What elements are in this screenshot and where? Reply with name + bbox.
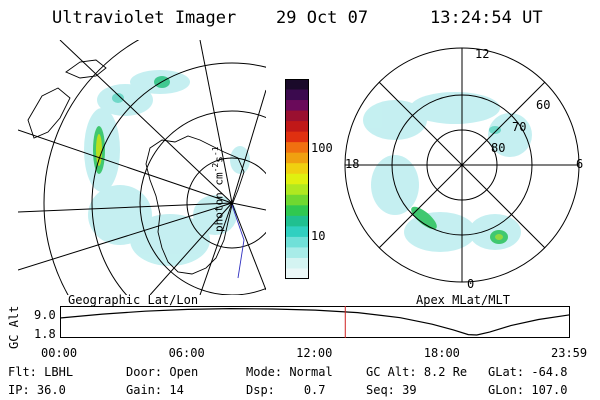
altitude-ytick-1-8: 1.8	[34, 327, 56, 341]
colorbar-segment	[285, 247, 309, 259]
info-seq: Seq: 39	[366, 384, 417, 396]
info-gain-label: Gain:	[126, 383, 163, 397]
colorbar-tick-10: 10	[311, 229, 326, 243]
info-seq-value: 39	[402, 383, 417, 397]
info-glon: GLon: 107.0	[488, 384, 567, 396]
altitude-plot-frame	[60, 306, 570, 338]
colorbar-segment	[285, 173, 309, 185]
altitude-ytick-9: 9.0	[34, 308, 56, 322]
info-ip-label: IP:	[8, 383, 30, 397]
info-flt: Flt: LBHL	[8, 366, 73, 378]
info-mode-value: Normal	[289, 365, 333, 379]
info-flt-value: LBHL	[44, 365, 74, 379]
info-gc-alt-value: 8.2 Re	[423, 365, 468, 379]
colorbar-segment	[285, 100, 309, 112]
info-gc-alt: GC Alt: 8.2 Re	[366, 366, 467, 378]
altitude-plot	[59, 306, 570, 338]
info-glon-label: GLon:	[488, 383, 525, 397]
mlt-label-12: 12	[475, 47, 490, 61]
instrument-title: Ultraviolet Imager	[52, 8, 237, 28]
info-dsp: Dsp: 0.7	[246, 384, 326, 396]
altitude-xtick: 12:00	[296, 346, 333, 360]
info-glat-value: -64.8	[531, 365, 568, 379]
right-panel-label: Apex MLat/MLT	[416, 293, 510, 307]
colorbar-segment	[285, 226, 309, 238]
colorbar-segment	[285, 215, 309, 227]
info-glat-label: GLat:	[488, 365, 525, 379]
left-panel-label: Geographic Lat/Lon	[68, 293, 199, 307]
altitude-ylabel: GC Alt	[7, 305, 21, 349]
colorbar-segment	[285, 110, 309, 122]
info-dsp-value: 0.7	[303, 383, 326, 397]
info-door-value: Open	[169, 365, 199, 379]
colorbar-segment	[285, 79, 309, 91]
mlat-label-60: 60	[536, 98, 551, 112]
info-ip: IP: 36.0	[8, 384, 66, 396]
altitude-xtick: 06:00	[168, 346, 205, 360]
colorbar-segment	[285, 236, 309, 248]
colorbar-segment	[285, 257, 309, 269]
colorbar-segment	[285, 184, 309, 196]
info-gain: Gain: 14	[126, 384, 184, 396]
info-glat: GLat: -64.8	[488, 366, 567, 378]
continent-outline	[145, 135, 245, 275]
observation-time: 13:24:54 UT	[430, 8, 543, 28]
info-mode: Mode: Normal	[246, 366, 333, 378]
colorbar-segment	[285, 121, 309, 133]
mlt-label-6: 6	[576, 157, 584, 171]
mlat-label-80: 80	[491, 141, 506, 155]
colorbar-frame	[285, 79, 309, 279]
info-gc-alt-label: GC Alt:	[366, 365, 417, 379]
colorbar-tick-100: 100	[311, 141, 333, 155]
info-glon-value: 107.0	[531, 383, 568, 397]
info-door-label: Door:	[126, 365, 163, 379]
altitude-xtick: 23:59	[551, 346, 588, 360]
colorbar-segment	[285, 152, 309, 164]
info-ip-value: 36.0	[36, 383, 66, 397]
aurora-oval-mlt	[363, 92, 532, 252]
aurora-bright-mlt	[411, 126, 508, 244]
colorbar-segment	[285, 89, 309, 101]
info-seq-label: Seq:	[366, 383, 395, 397]
colorbar-segment	[285, 142, 309, 154]
info-mode-label: Mode:	[246, 365, 283, 379]
colorbar-segment	[285, 194, 309, 206]
colorbar-segment	[285, 268, 309, 280]
altitude-xtick: 00:00	[41, 346, 78, 360]
info-gain-value: 14	[169, 383, 184, 397]
info-door: Door: Open	[126, 366, 198, 378]
mlat-label-70: 70	[512, 120, 527, 134]
observation-date: 29 Oct 07	[276, 8, 369, 28]
mlt-label-18: 18	[345, 157, 360, 171]
altitude-xtick: 18:00	[423, 346, 460, 360]
colorbar-segment	[285, 131, 309, 143]
colorbar	[285, 79, 309, 280]
colorbar-segment	[285, 163, 309, 175]
aurora-oval-geographic	[84, 70, 250, 266]
info-dsp-label: Dsp:	[246, 383, 275, 397]
altitude-series-line	[59, 307, 570, 336]
info-flt-label: Flt:	[8, 365, 37, 379]
mlt-label-0: 0	[467, 277, 475, 291]
colorbar-segment	[285, 205, 309, 217]
